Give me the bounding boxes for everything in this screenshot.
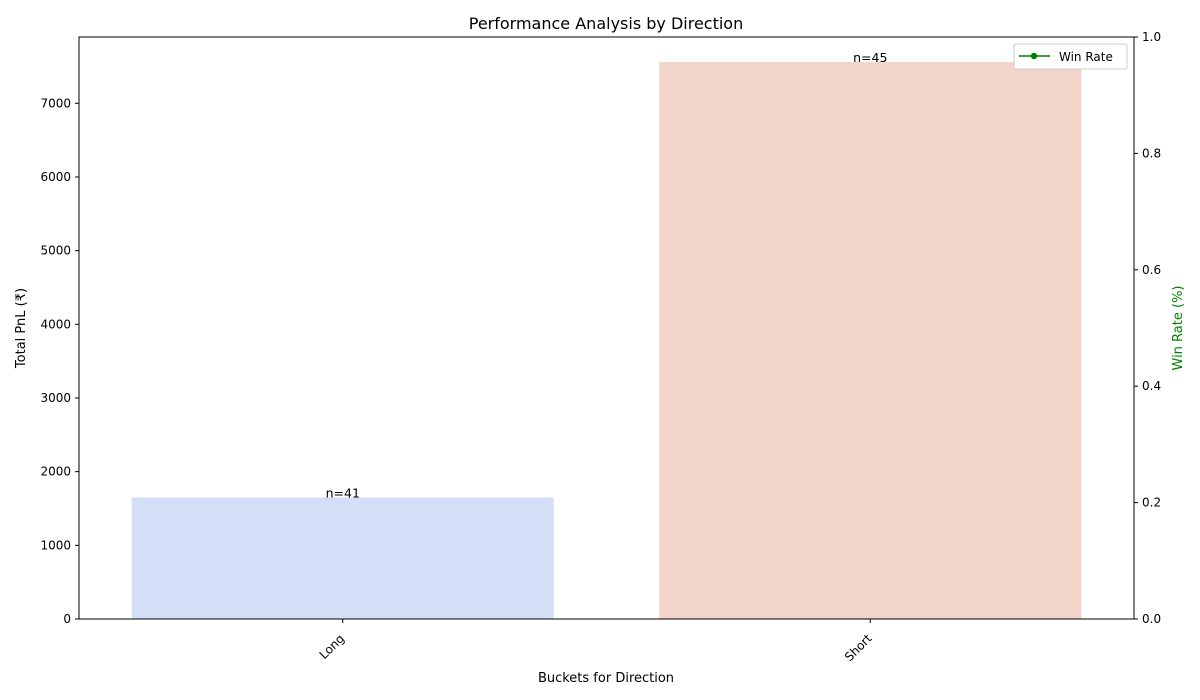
right-y-axis: 0.0 0.2 0.4 0.6 0.8 1.0 bbox=[1134, 30, 1161, 626]
bar-short bbox=[659, 62, 1082, 620]
y2-tick-label: 0.8 bbox=[1142, 146, 1161, 160]
y-tick-label: 5000 bbox=[40, 244, 71, 258]
y2-tick-label: 1.0 bbox=[1142, 30, 1161, 44]
bars bbox=[131, 62, 1082, 620]
y-tick-label: 2000 bbox=[40, 465, 71, 479]
y-tick-label: 0 bbox=[63, 612, 71, 626]
legend-label: Win Rate bbox=[1059, 50, 1113, 64]
y-tick-label: 3000 bbox=[40, 391, 71, 405]
x-axis-label: Buckets for Direction bbox=[538, 671, 674, 686]
chart-title: Performance Analysis by Direction bbox=[469, 14, 743, 33]
bar-long bbox=[131, 497, 554, 619]
y-tick-label: 7000 bbox=[40, 96, 71, 110]
y2-tick-label: 0.0 bbox=[1142, 612, 1161, 626]
y-tick-label: 1000 bbox=[40, 538, 71, 552]
y-tick-label: 6000 bbox=[40, 170, 71, 184]
left-y-axis: 0 1000 2000 3000 4000 5000 6000 7000 bbox=[40, 96, 79, 626]
y-tick-label: 4000 bbox=[40, 317, 71, 331]
y2-tick-label: 0.4 bbox=[1142, 379, 1161, 393]
y2-tick-label: 0.6 bbox=[1142, 263, 1161, 277]
legend-marker-swatch bbox=[1030, 52, 1038, 60]
count-label-long: n=41 bbox=[326, 485, 360, 500]
count-labels: n=41 n=45 bbox=[326, 50, 888, 500]
legend: Win Rate bbox=[1013, 43, 1128, 70]
legend-box bbox=[1013, 43, 1128, 70]
y2-tick-label: 0.2 bbox=[1142, 496, 1161, 510]
y-axis-label: Total PnL (₹) bbox=[14, 288, 29, 369]
y2-axis-label: Win Rate (%) bbox=[1171, 286, 1186, 371]
plot-frame bbox=[78, 36, 1135, 620]
count-label-short: n=45 bbox=[853, 50, 887, 65]
